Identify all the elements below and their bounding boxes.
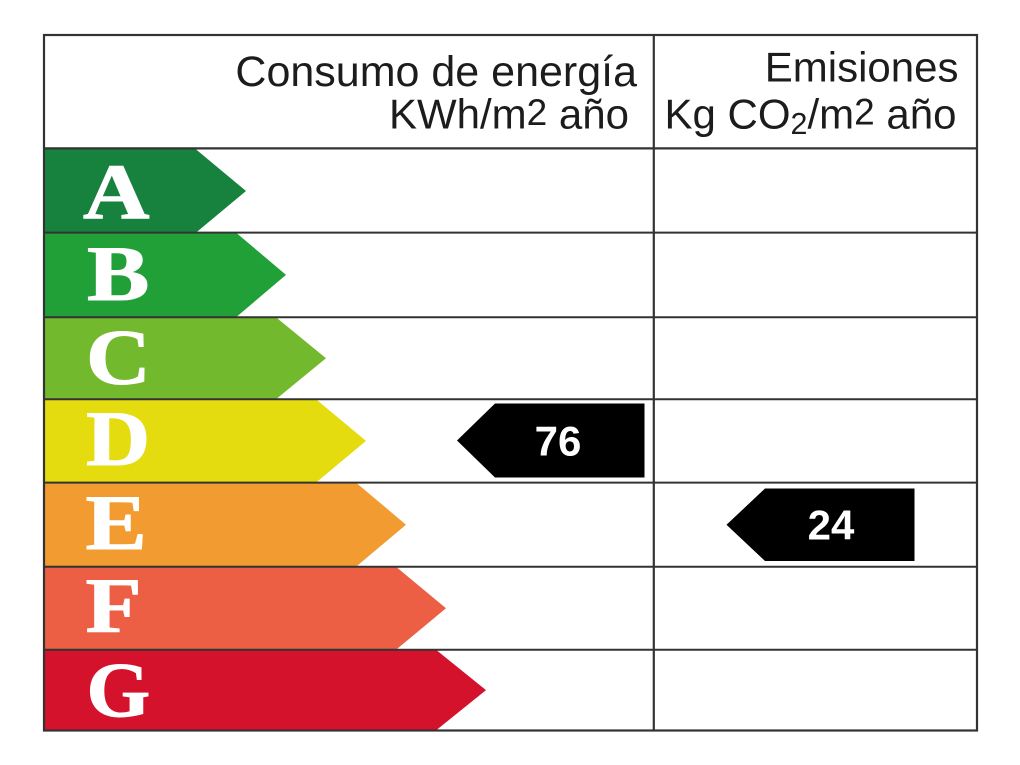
svg-text:C: C xyxy=(86,315,151,401)
svg-text:F: F xyxy=(86,563,142,649)
svg-text:Emisiones: Emisiones xyxy=(765,44,959,91)
svg-text:G: G xyxy=(87,648,151,734)
svg-text:E: E xyxy=(86,480,147,566)
svg-text:D: D xyxy=(86,396,150,483)
svg-text:B: B xyxy=(87,230,149,317)
svg-text:76: 76 xyxy=(535,418,582,465)
svg-text:KWh/m2 año: KWh/m2 año xyxy=(389,91,629,138)
svg-text:A: A xyxy=(83,149,149,235)
svg-text:Kg CO2/m2 año: Kg CO2/m2 año xyxy=(665,91,957,142)
svg-text:24: 24 xyxy=(808,502,855,549)
svg-text:Consumo de energía: Consumo de energía xyxy=(235,48,637,96)
